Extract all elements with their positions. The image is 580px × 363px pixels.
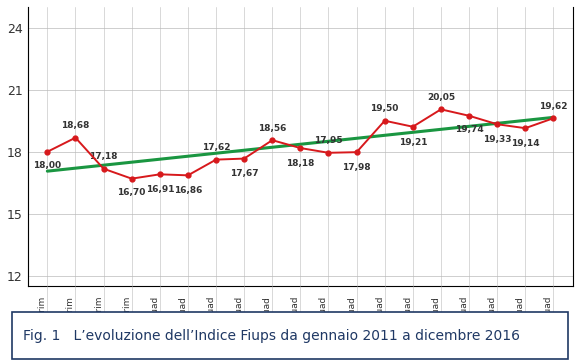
Text: Fig. 1   L’evoluzione dell’Indice Fiups da gennaio 2011 a dicembre 2016: Fig. 1 L’evoluzione dell’Indice Fiups da… (23, 329, 520, 343)
Text: III quad: III quad (376, 297, 385, 330)
Text: 2016: 2016 (510, 339, 540, 352)
Text: 19,50: 19,50 (371, 104, 399, 113)
Text: 16,91: 16,91 (146, 185, 174, 194)
Text: 18,18: 18,18 (286, 159, 314, 168)
Text: 2015: 2015 (426, 339, 456, 352)
Text: 17,67: 17,67 (230, 170, 259, 179)
Text: 20,05: 20,05 (427, 93, 455, 102)
Text: I quad: I quad (404, 297, 413, 325)
Text: I quad: I quad (235, 297, 244, 325)
Text: 2013: 2013 (258, 339, 287, 352)
Text: 17,18: 17,18 (89, 152, 118, 161)
Text: II quad: II quad (347, 297, 357, 327)
Text: 19,74: 19,74 (455, 125, 483, 134)
Text: 19,62: 19,62 (539, 102, 568, 111)
Text: III quad: III quad (545, 297, 553, 330)
Text: 2011: 2011 (75, 339, 104, 352)
Text: 2012: 2012 (173, 339, 203, 352)
Text: 16,86: 16,86 (174, 186, 202, 195)
Text: 19,14: 19,14 (511, 139, 539, 148)
Text: 19,21: 19,21 (398, 138, 427, 147)
Text: 17,95: 17,95 (314, 136, 343, 145)
Text: I quad: I quad (151, 297, 160, 325)
Text: II trim: II trim (67, 297, 75, 323)
Text: III quad: III quad (207, 297, 216, 330)
Text: I quad: I quad (320, 297, 328, 325)
Text: II quad: II quad (516, 297, 525, 327)
Text: III trim: III trim (95, 297, 104, 326)
Text: 16,70: 16,70 (118, 188, 146, 197)
Text: II quad: II quad (179, 297, 188, 327)
Text: I quad: I quad (488, 297, 497, 325)
Text: 18,56: 18,56 (258, 124, 287, 132)
Text: 18,68: 18,68 (61, 121, 90, 130)
Text: 18,00: 18,00 (33, 161, 61, 170)
Text: II quad: II quad (263, 297, 272, 327)
Text: I trim: I trim (38, 297, 48, 321)
Text: 19,33: 19,33 (483, 135, 512, 144)
Text: 2014: 2014 (342, 339, 372, 352)
Text: II quad: II quad (432, 297, 441, 327)
Text: III quad: III quad (291, 297, 300, 330)
Text: 17,62: 17,62 (202, 143, 230, 152)
FancyBboxPatch shape (12, 312, 568, 359)
Text: III quad: III quad (460, 297, 469, 330)
Text: 17,98: 17,98 (342, 163, 371, 172)
Text: IV trim: IV trim (123, 297, 132, 327)
